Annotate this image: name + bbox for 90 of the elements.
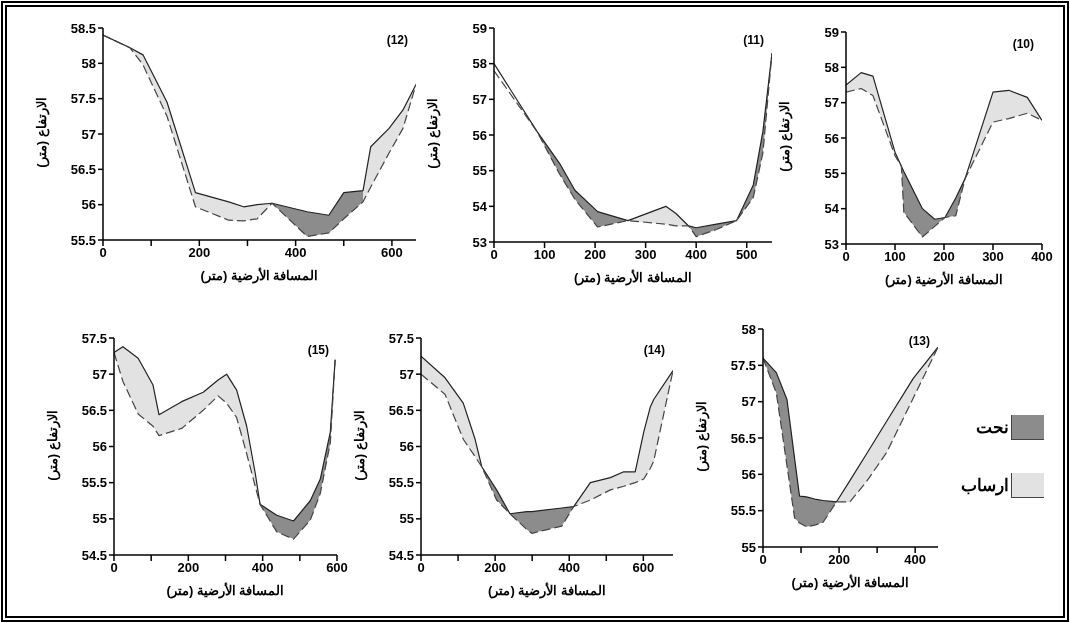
y-tick-label: 58 bbox=[824, 59, 839, 75]
x-tick-label: 200 bbox=[584, 247, 606, 263]
text: نحت bbox=[976, 417, 1009, 438]
y-tick-label: 57.5 bbox=[730, 357, 756, 373]
x-tick-label: 200 bbox=[188, 245, 211, 261]
x-tick-label: 500 bbox=[735, 247, 758, 263]
x-axis-title: المسافة الأرضية (متر) bbox=[790, 575, 911, 590]
x-tick-label: 0 bbox=[490, 247, 498, 263]
x-tick-label: 0 bbox=[99, 245, 107, 261]
y-tick-label: 56.5 bbox=[70, 161, 96, 177]
y-tick-label: 55 bbox=[399, 511, 414, 527]
y-tick-label: 58.5 bbox=[70, 20, 96, 36]
y-tick-label: 57 bbox=[399, 366, 414, 382]
y-tick-label: 58 bbox=[741, 321, 756, 337]
x-tick-label: 600 bbox=[632, 560, 655, 576]
y-tick-label: 58 bbox=[81, 55, 96, 71]
y-tick-label: 54 bbox=[472, 198, 488, 214]
x-tick-label: 200 bbox=[177, 560, 200, 576]
y-tick-label: 57 bbox=[824, 95, 839, 111]
y-axis-title: الارتفاع (متر) bbox=[693, 400, 709, 474]
y-tick-label: 56 bbox=[824, 130, 839, 146]
x-tick-label: 300 bbox=[982, 249, 1004, 265]
y-tick-label: 55 bbox=[824, 165, 839, 181]
line-series bbox=[846, 87, 1042, 238]
line-series bbox=[846, 72, 1042, 220]
x-tick-label: 200 bbox=[484, 560, 506, 576]
y-tick-label: 53 bbox=[824, 236, 839, 252]
x-axis-title: المسافة الأرضية (متر) bbox=[487, 583, 607, 598]
chart-title: (11) bbox=[742, 33, 764, 47]
x-tick-label: 200 bbox=[933, 249, 955, 265]
y-tick-label: 57 bbox=[81, 126, 96, 142]
chart-title: (15) bbox=[306, 343, 329, 357]
text: ارساب bbox=[961, 475, 1009, 496]
x-tick-label: 100 bbox=[884, 249, 906, 265]
x-tick-label: 400 bbox=[904, 552, 927, 568]
y-tick-label: 59 bbox=[824, 24, 839, 40]
x-tick-label: 400 bbox=[558, 560, 581, 576]
chart-title: (14) bbox=[642, 343, 665, 357]
y-tick-label: 56 bbox=[741, 466, 756, 482]
x-axis-title: المسافة الأرضية (متر) bbox=[165, 583, 286, 598]
y-tick-label: 55.5 bbox=[81, 475, 107, 491]
x-tick-label: 300 bbox=[634, 247, 657, 263]
x-tick-label: 200 bbox=[828, 552, 850, 568]
x-tick-label: 400 bbox=[284, 245, 307, 261]
y-tick-label: 54.5 bbox=[81, 547, 107, 563]
y-axis-title: الارتفاع (متر) bbox=[776, 100, 792, 174]
y-tick-label: 57 bbox=[741, 394, 756, 410]
y-tick-label: 55 bbox=[472, 163, 487, 179]
y-tick-label: 54 bbox=[824, 201, 840, 217]
y-axis-title: الارتفاع (متر) bbox=[33, 96, 49, 170]
x-tick-label: 100 bbox=[533, 247, 556, 263]
text: (13) bbox=[907, 334, 930, 348]
y-tick-label: 56.5 bbox=[81, 402, 107, 418]
text: (12) bbox=[385, 33, 408, 47]
y-axis-title: الارتفاع (متر) bbox=[351, 408, 367, 483]
x-tick-label: 0 bbox=[759, 552, 767, 568]
x-tick-label: 0 bbox=[417, 560, 425, 576]
y-tick-label: 57 bbox=[472, 91, 487, 107]
x-tick-label: 400 bbox=[1031, 249, 1053, 265]
x-tick-label: 0 bbox=[842, 249, 850, 265]
y-tick-label: 55 bbox=[92, 511, 107, 527]
x-tick-label: 0 bbox=[110, 560, 118, 576]
y-tick-label: 56 bbox=[92, 439, 107, 455]
y-tick-label: 57 bbox=[92, 366, 107, 382]
y-tick-label: 56.5 bbox=[388, 402, 414, 418]
y-tick-label: 55.5 bbox=[388, 475, 414, 491]
y-tick-label: 55.5 bbox=[730, 503, 756, 519]
y-tick-label: 53 bbox=[472, 234, 487, 250]
x-tick-label: 400 bbox=[685, 247, 708, 263]
y-tick-label: 55.5 bbox=[70, 232, 96, 248]
x-tick-label: 600 bbox=[381, 245, 403, 261]
x-axis-title: المسافة الأرضية (متر) bbox=[199, 268, 320, 283]
y-tick-label: 57.5 bbox=[70, 91, 96, 107]
y-axis-title: الارتفاع (متر) bbox=[424, 97, 440, 171]
y-tick-label: 54.5 bbox=[388, 547, 414, 563]
y-tick-label: 56 bbox=[399, 439, 414, 455]
y-tick-label: 56 bbox=[81, 197, 96, 213]
y-tick-label: 59 bbox=[472, 20, 487, 36]
y-tick-label: 56.5 bbox=[730, 430, 756, 446]
y-tick-label: 57.5 bbox=[388, 330, 414, 346]
x-tick-label: 600 bbox=[326, 560, 348, 576]
y-tick-label: 55 bbox=[741, 539, 756, 555]
text: (10) bbox=[1011, 37, 1034, 51]
x-axis-title: المسافة الأرضية (متر) bbox=[884, 272, 1004, 287]
x-tick-label: 400 bbox=[251, 560, 274, 576]
y-axis-title: الارتفاع (متر) bbox=[44, 408, 60, 483]
y-tick-label: 57.5 bbox=[81, 330, 107, 346]
x-axis-title: المسافة الأرضية (متر) bbox=[573, 270, 693, 285]
y-tick-label: 58 bbox=[472, 56, 487, 72]
y-tick-label: 56 bbox=[472, 127, 487, 143]
